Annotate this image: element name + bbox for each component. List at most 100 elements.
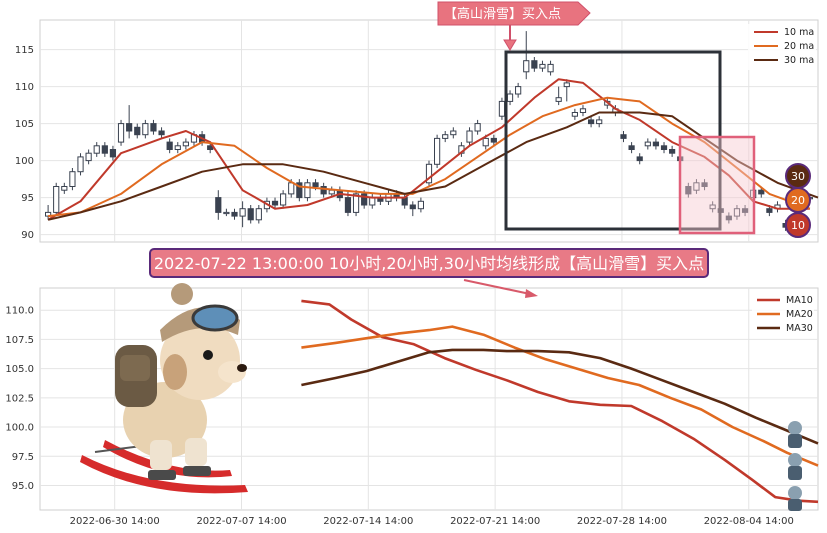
candle [555,86,562,106]
candle-body [142,123,149,136]
candle-body [596,119,603,125]
candle-body [498,100,506,117]
signal-box [678,135,756,235]
candle [644,138,651,150]
candle [539,60,546,72]
candle [409,201,416,217]
top-ma-lines [47,78,819,221]
candle [466,127,473,146]
candle-body [69,171,76,187]
candle-body [271,200,279,206]
candle-body [620,134,627,139]
candle-body [304,182,311,199]
candle [77,153,84,176]
ma-badges: 30 20 10 [785,163,811,238]
candle [117,119,125,146]
candle [239,201,246,228]
legend-label-20ma: 20 ma [784,41,814,52]
candle-body [85,152,92,162]
bottom-y-tick-label: 97.5 [12,452,34,463]
candle [669,145,676,157]
candle-body [223,211,230,215]
candle [296,179,303,202]
bottom-y-tick-label: 100.0 [5,423,34,434]
bottom-x-ticks: 2022-06-30 14:00 2022-07-07 14:00 2022-07-… [70,516,794,527]
candle-body [474,123,481,132]
candle-body [725,215,732,221]
candle-body [766,208,773,213]
callout-label: 【高山滑雪】买入点 [444,6,561,22]
candle [490,134,497,146]
candle-body [450,130,457,136]
candle-body [53,186,60,213]
bottom-y-tick-label: 102.5 [5,393,34,404]
candle-body [425,163,433,184]
candle-body [409,204,416,210]
badge-20-label: 20 [791,194,805,207]
candle-body [579,108,587,114]
candle-body [93,145,100,154]
bottom-legend: MA10 MA20 MA30 [752,291,814,337]
candle-body [296,182,303,199]
candle [498,97,506,120]
candle [620,131,627,143]
candle [725,212,732,224]
bottom-x-tick-label: 2022-07-07 14:00 [196,516,286,527]
bottom-x-tick-label: 2022-06-30 14:00 [70,516,160,527]
candle-body [628,145,635,151]
badge-10-label: 10 [791,219,805,232]
legend-label-ma20: MA20 [786,309,813,320]
legend-label-30ma: 30 ma [784,55,814,66]
candle [101,142,108,157]
mini-figure-2 [788,453,802,480]
candle-body [150,123,157,132]
top-series-line-1 [47,78,810,221]
candle [352,190,360,217]
bottom-series-line-ma20 [301,325,819,467]
top-legend: 10 ma 20 ma 30 ma [748,24,816,70]
legend-label-ma30: MA30 [786,323,813,334]
candle-body [660,145,668,151]
candle-body [709,204,716,210]
candle-body [434,137,441,165]
candle-body [182,141,189,147]
candle [166,138,173,154]
top-candles [45,31,813,231]
candle [741,205,749,217]
candle [596,116,603,128]
candle-body [644,141,651,147]
candle [579,105,587,117]
candle [434,134,441,168]
candle-body [417,200,424,210]
candle [215,190,222,220]
candle-body [401,197,408,206]
candle [417,197,424,213]
candle-body [61,186,68,191]
bottom-ma-lines [301,299,819,504]
candle-body [280,193,287,206]
mini-figure-3 [788,486,802,511]
candle [247,205,254,224]
candle [255,205,262,224]
candle [701,179,708,191]
candle-body [506,93,514,102]
candle [85,149,92,165]
candle-body [685,186,692,195]
bottom-y-ticks: 95.0 97.5 100.0 102.5 105.0 107.5 110.0 [5,306,34,492]
badge-10 [785,212,811,238]
bottom-x-tick-label: 2022-08-04 14:00 [704,516,794,527]
bottom-y-tick-label: 95.0 [12,481,34,492]
candle [571,108,578,120]
candle-body [482,137,489,147]
bottom-series-line-ma30 [301,348,819,445]
candle [109,145,117,161]
candle-body [312,182,319,188]
candle-body [158,130,165,136]
top-y-tick-label: 105 [15,119,34,130]
candle [271,197,279,209]
candle-body [587,119,595,125]
candle [158,127,165,139]
candle [69,168,76,191]
